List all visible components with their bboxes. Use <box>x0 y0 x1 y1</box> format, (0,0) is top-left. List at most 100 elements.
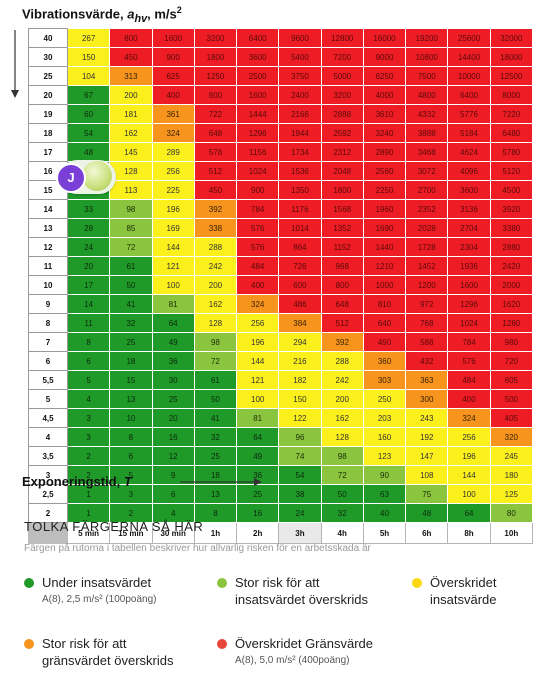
table-cell: 2880 <box>489 237 534 257</box>
table-cell: 150 <box>66 47 111 67</box>
table-cell: 4000 <box>362 85 407 105</box>
table-cell: 242 <box>320 370 364 390</box>
table-cell: 2048 <box>320 161 364 181</box>
column-label: 2h <box>236 522 280 544</box>
table-cell: 81 <box>236 408 280 428</box>
table-cell: 486 <box>278 294 322 314</box>
table-cell: 1152 <box>320 237 364 257</box>
table-cell: 1014 <box>278 218 322 238</box>
table-cell: 294 <box>278 332 322 352</box>
table-cell: 4096 <box>447 161 491 181</box>
table-cell: 2592 <box>320 123 364 143</box>
table-cell: 2166 <box>278 104 322 124</box>
table-cell: 3240 <box>362 123 407 143</box>
table-cell: 64 <box>236 427 280 447</box>
table-cell: 160 <box>362 427 407 447</box>
table-cell: 2352 <box>405 199 449 219</box>
table-cell: 8000 <box>489 85 534 105</box>
row-label: 2 <box>28 503 68 523</box>
table-row: 10 17 50 100 200 400 600 800 1000 1200 1600 2000 <box>28 275 534 295</box>
table-cell: 98 <box>320 446 364 466</box>
table-cell: 4 <box>66 389 111 409</box>
table-cell: 123 <box>362 446 407 466</box>
table-row: 30 150 450 900 1800 3600 5400 7200 9000 10800 1440… <box>28 47 534 67</box>
table-cell: 324 <box>151 123 195 143</box>
legend-item-label: Stor risk för att <box>235 575 320 590</box>
table-cell: 2500 <box>236 66 280 86</box>
table-cell: 20 <box>66 256 111 276</box>
table-cell: 16 <box>151 427 195 447</box>
table-cell: 14 <box>66 294 111 314</box>
avatar-initial: J <box>56 163 86 193</box>
table-cell: 90 <box>362 465 407 485</box>
table-cell: 2700 <box>405 180 449 200</box>
table-cell: 38 <box>278 484 322 504</box>
table-cell: 64 <box>151 313 195 333</box>
table-cell: 1176 <box>278 199 322 219</box>
table-cell: 338 <box>193 218 238 238</box>
table-cell: 60 <box>66 104 111 124</box>
table-row: 20 67 200 400 800 1600 2400 3200 4000 4800 6400 800… <box>28 85 534 105</box>
table-cell: 14400 <box>447 47 491 67</box>
table-cell: 182 <box>278 370 322 390</box>
table-cell: 1728 <box>405 237 449 257</box>
orange-dot-icon <box>24 639 34 649</box>
table-cell: 108 <box>405 465 449 485</box>
table-cell: 7220 <box>489 104 534 124</box>
table-cell: 150 <box>278 389 322 409</box>
table-cell: 121 <box>236 370 280 390</box>
table-cell: 100 <box>151 275 195 295</box>
table-row: 11 20 61 121 242 484 726 968 1210 1452 1936 2420 <box>28 256 534 276</box>
table-cell: 512 <box>320 313 364 333</box>
table-cell: 24 <box>66 237 111 257</box>
table-cell: 720 <box>489 351 534 371</box>
table-cell: 2028 <box>405 218 449 238</box>
table-cell: 54 <box>278 465 322 485</box>
table-cell: 3 <box>66 427 111 447</box>
vibration-table: 40 267 800 1600 3200 6400 9600 12800 16000 19200 2… <box>28 28 534 544</box>
table-cell: 242 <box>193 256 238 276</box>
row-label: 9 <box>28 294 68 314</box>
table-cell: 800 <box>193 85 238 105</box>
row-label: 3,5 <box>28 446 68 466</box>
table-cell: 63 <box>362 484 407 504</box>
table-cell: 288 <box>320 351 364 371</box>
table-cell: 1156 <box>236 142 280 162</box>
user-avatar[interactable]: J <box>52 155 116 199</box>
table-cell: 256 <box>236 313 280 333</box>
table-cell: 1690 <box>362 218 407 238</box>
table-cell: 1936 <box>447 256 491 276</box>
row-label: 5 <box>28 389 68 409</box>
table-cell: 49 <box>151 332 195 352</box>
table-cell: 10 <box>109 408 153 428</box>
table-row: 14 33 98 196 392 784 1176 1568 1960 2352 3136 3920 <box>28 199 534 219</box>
row-label: 4 <box>28 427 68 447</box>
table-cell: 196 <box>236 332 280 352</box>
table-cell: 122 <box>278 408 322 428</box>
table-cell: 2304 <box>447 237 491 257</box>
corner-cell <box>28 522 68 544</box>
table-cell: 128 <box>193 313 238 333</box>
legend-item-label-line2: gränsvärdet överskrids <box>42 653 174 668</box>
table-cell: 203 <box>362 408 407 428</box>
table-cell: 2560 <box>362 161 407 181</box>
row-label: 17 <box>28 142 68 162</box>
table-cell: 1600 <box>236 85 280 105</box>
legend-item-label-line2: insatsvärde <box>430 592 497 607</box>
table-cell: 3750 <box>278 66 322 86</box>
table-cell: 32 <box>193 427 238 447</box>
table-cell: 250 <box>362 389 407 409</box>
table-row: 5 4 13 25 50 100 150 200 250 300 400 500 <box>28 389 534 409</box>
table-cell: 1350 <box>278 180 322 200</box>
table-cell: 113 <box>109 180 153 200</box>
table-cell: 400 <box>447 389 491 409</box>
table-cell: 72 <box>109 237 153 257</box>
table-cell: 980 <box>489 332 534 352</box>
table-cell: 125 <box>489 484 534 504</box>
table-row: 3 2 5 9 18 36 54 72 90 108 144 180 <box>28 465 534 485</box>
table-row: 5,5 5 15 30 61 121 182 242 303 363 484 605 <box>28 370 534 390</box>
row-label: 20 <box>28 85 68 105</box>
table-cell: 1600 <box>151 28 195 48</box>
table-cell: 1200 <box>405 275 449 295</box>
table-cell: 1024 <box>236 161 280 181</box>
